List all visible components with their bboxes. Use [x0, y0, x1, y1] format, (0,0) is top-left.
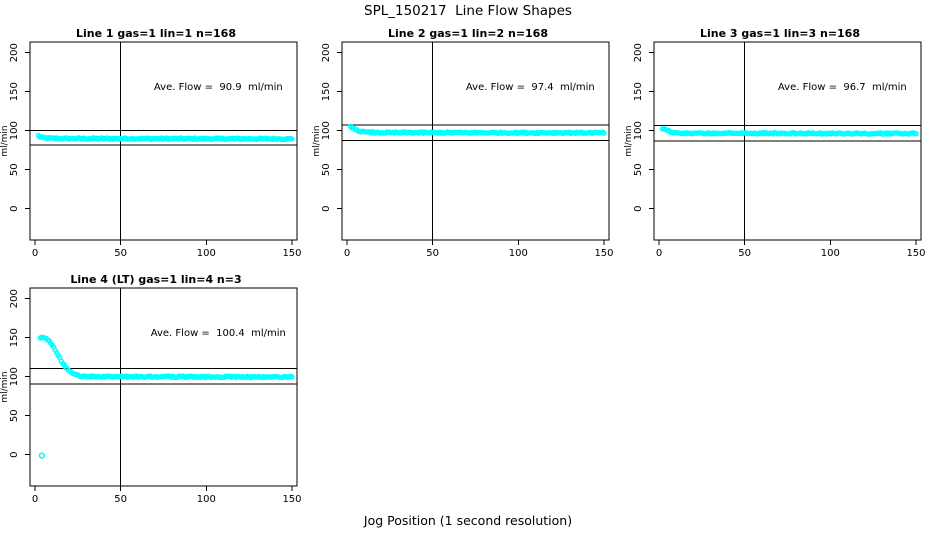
plot-line-3: 0 50 100 150 0 50 100 150 200 ml/min Ave. Flow = 9…	[624, 41, 926, 259]
svg-text:0: 0	[344, 248, 350, 259]
svg-text:150: 150	[633, 82, 644, 101]
plot-line-4: 0 50 100 150 0 50 100 150 200 ml/min Ave. Flow = 1…	[0, 287, 302, 505]
panel-title-line-4: Line 4 (LT) gas=1 lin=4 n=3	[70, 273, 242, 286]
svg-text:50: 50	[633, 163, 644, 176]
svg-text:0: 0	[32, 248, 38, 259]
plot-line-2: 0 50 100 150 0 50 100 150 200 ml/min Ave. Flow = 9…	[312, 41, 614, 259]
svg-text:100: 100	[821, 248, 840, 259]
plot-line-1: 0 50 100 150 0 50 100 150 200 ml/min Ave. Flow = 9…	[0, 41, 302, 259]
svg-text:Ave. Flow = 96.7 ml/min: Ave. Flow = 96.7 ml/min	[778, 82, 907, 93]
svg-text:50: 50	[114, 248, 127, 259]
svg-text:0: 0	[321, 206, 332, 212]
svg-text:150: 150	[906, 248, 925, 259]
svg-text:50: 50	[9, 163, 20, 176]
panel-title-line-3: Line 3 gas=1 lin=3 n=168	[699, 27, 860, 40]
svg-text:0: 0	[32, 494, 38, 505]
svg-text:50: 50	[426, 248, 439, 259]
figure-title: SPL_150217 Line Flow Shapes	[364, 3, 572, 19]
svg-text:100: 100	[197, 494, 216, 505]
svg-text:100: 100	[9, 367, 20, 386]
svg-text:Ave. Flow = 97.4 ml/min: Ave. Flow = 97.4 ml/min	[466, 82, 595, 93]
svg-text:200: 200	[633, 43, 644, 62]
svg-text:ml/min: ml/min	[0, 371, 10, 402]
svg-text:100: 100	[321, 121, 332, 140]
x-axis-label: Jog Position (1 second resolution)	[363, 513, 573, 528]
svg-text:100: 100	[509, 248, 528, 259]
svg-text:0: 0	[656, 248, 662, 259]
svg-text:ml/min: ml/min	[0, 125, 10, 156]
svg-text:ml/min: ml/min	[312, 125, 322, 156]
panel-line-2: Line 2 gas=1 lin=2 n=168 0 50 100 150 0 50 100…	[312, 22, 624, 262]
svg-text:150: 150	[282, 248, 301, 259]
svg-text:150: 150	[9, 82, 20, 101]
panel-title-line-2: Line 2 gas=1 lin=2 n=168	[387, 27, 548, 40]
svg-text:ml/min: ml/min	[624, 125, 634, 156]
svg-text:50: 50	[114, 494, 127, 505]
panel-line-1: Line 1 gas=1 lin=1 n=168 0 50 100 150 0 50 100…	[0, 22, 312, 262]
svg-text:200: 200	[9, 289, 20, 308]
svg-text:150: 150	[321, 82, 332, 101]
svg-text:200: 200	[9, 43, 20, 62]
panel-line-4: Line 4 (LT) gas=1 lin=4 n=3 0 50 100 150 0 50…	[0, 268, 312, 508]
svg-text:100: 100	[9, 121, 20, 140]
svg-text:100: 100	[633, 121, 644, 140]
panel-title-line-1: Line 1 gas=1 lin=1 n=168	[75, 27, 236, 40]
svg-text:Ave. Flow = 90.9 ml/min: Ave. Flow = 90.9 ml/min	[154, 82, 283, 93]
svg-text:200: 200	[321, 43, 332, 62]
svg-text:0: 0	[9, 206, 20, 212]
svg-text:150: 150	[9, 328, 20, 347]
svg-text:0: 0	[9, 452, 20, 458]
svg-text:150: 150	[594, 248, 613, 259]
svg-text:Ave. Flow = 100.4 ml/min: Ave. Flow = 100.4 ml/min	[151, 328, 286, 339]
svg-text:50: 50	[9, 409, 20, 422]
svg-text:50: 50	[738, 248, 751, 259]
svg-text:0: 0	[633, 206, 644, 212]
panel-line-3: Line 3 gas=1 lin=3 n=168 0 50 100 150 0 50 100…	[624, 22, 936, 262]
svg-text:50: 50	[321, 163, 332, 176]
svg-text:150: 150	[282, 494, 301, 505]
svg-text:100: 100	[197, 248, 216, 259]
